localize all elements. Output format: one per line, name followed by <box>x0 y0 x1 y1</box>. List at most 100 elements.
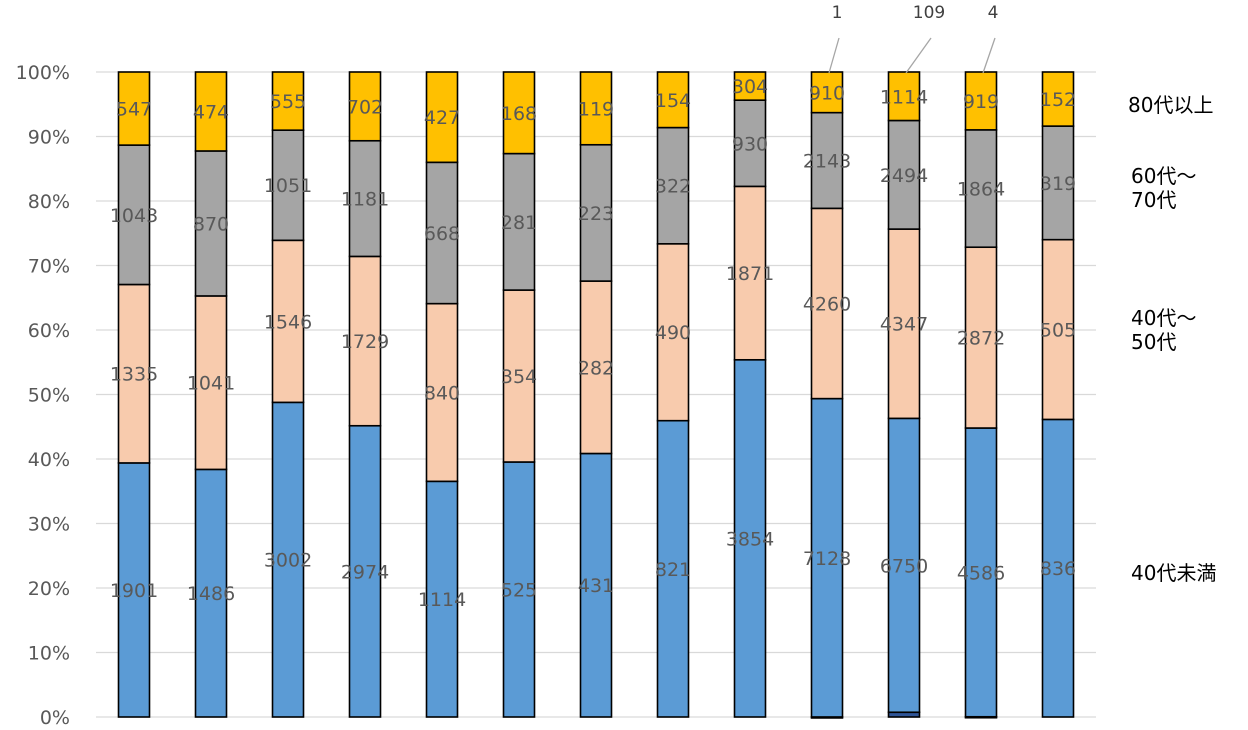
bar-segment <box>964 427 998 718</box>
bar-segment <box>271 71 305 131</box>
y-tick-label: 40% <box>28 449 70 471</box>
data-label: 1041 <box>187 373 235 395</box>
bar-segment <box>579 143 613 282</box>
data-label: 223 <box>578 203 614 225</box>
callout-leader-line <box>982 37 996 74</box>
y-tick-label: 10% <box>28 643 70 665</box>
y-tick-label: 60% <box>28 320 70 342</box>
data-label: 555 <box>270 91 306 113</box>
y-tick-label: 100% <box>16 62 70 84</box>
data-label: 3002 <box>264 550 312 572</box>
data-label: 427 <box>424 107 460 129</box>
callout-leader-line <box>905 37 932 74</box>
bar-segment <box>656 71 690 129</box>
bar-segment <box>425 161 459 305</box>
data-label: 702 <box>347 96 383 118</box>
bar-segment <box>1041 418 1075 718</box>
y-tick-label: 20% <box>28 578 70 600</box>
bar-segment <box>810 111 844 210</box>
data-label: 119 <box>578 98 614 120</box>
bar-segment <box>733 358 767 718</box>
bar-segment <box>656 126 690 245</box>
y-tick-label: 80% <box>28 191 70 213</box>
data-label: 1051 <box>264 175 312 197</box>
bar-segment <box>810 71 844 114</box>
data-label: 281 <box>501 212 537 234</box>
data-label: 919 <box>963 91 999 113</box>
bar-segment <box>810 207 844 400</box>
data-label: 821 <box>655 559 691 581</box>
bar-segment <box>733 99 767 188</box>
data-label: 354 <box>501 366 537 388</box>
data-label: 1114 <box>418 589 466 611</box>
data-labels: 1901 1335 1043 547 1486 1041 870 474 3002 1546 105… <box>110 76 1076 611</box>
data-label: 168 <box>501 103 537 125</box>
data-label: 4260 <box>803 293 851 315</box>
bar-segment <box>579 452 613 718</box>
bar-segment <box>117 283 151 464</box>
data-label: 910 <box>809 82 845 104</box>
data-label: 431 <box>578 575 614 597</box>
data-label: 1114 <box>880 86 928 108</box>
y-axis-tick-labels: 0% 10% 20% 30% 40% 50% 60% 70% 80% 90% 100% <box>16 62 70 729</box>
legend-label-60s-70s: 60代～ 70代 <box>1131 164 1197 212</box>
data-label: 6750 <box>880 555 928 577</box>
data-label: 282 <box>578 357 614 379</box>
data-label: 319 <box>1040 173 1076 195</box>
bar-segment <box>964 129 998 249</box>
bar-segment <box>425 302 459 483</box>
data-label: 1043 <box>110 205 158 227</box>
callout-label: 4 <box>988 3 999 23</box>
bar-segment <box>425 71 459 164</box>
bar-segment <box>1041 71 1075 127</box>
y-tick-label: 30% <box>28 514 70 536</box>
data-label: 1729 <box>341 331 389 353</box>
bar-segment <box>194 71 228 152</box>
data-label: 1181 <box>341 189 389 211</box>
bar-segment <box>117 144 151 286</box>
data-label: 3854 <box>726 528 774 550</box>
legend-label-under-40: 40代未満 <box>1131 561 1217 585</box>
bar-segment <box>348 139 382 258</box>
y-tick-label: 90% <box>28 127 70 149</box>
data-label: 840 <box>424 382 460 404</box>
data-label: 836 <box>1040 558 1076 580</box>
callout-labels: 1 109 4 <box>828 3 999 74</box>
data-label: 870 <box>193 213 229 235</box>
data-label: 2143 <box>803 150 851 172</box>
legend-label-40s-50s: 40代～ 50代 <box>1131 306 1197 354</box>
bar-segment <box>1041 125 1075 241</box>
data-label: 1901 <box>110 580 158 602</box>
bar-segment <box>656 419 690 718</box>
data-label: 304 <box>732 76 768 98</box>
y-tick-label: 70% <box>28 256 70 278</box>
data-label: 322 <box>655 176 691 198</box>
data-label: 4347 <box>880 314 928 336</box>
data-label: 7128 <box>803 548 851 570</box>
legend-label-80s-plus: 80代以上 <box>1128 93 1214 117</box>
bar-series <box>117 71 1075 719</box>
bar-segment <box>887 417 921 714</box>
bar-segment <box>271 129 305 242</box>
data-label: 4586 <box>957 562 1005 584</box>
callout-label: 109 <box>913 3 945 23</box>
bar-segment <box>579 71 613 146</box>
data-label: 505 <box>1040 320 1076 342</box>
data-label: 525 <box>501 580 537 602</box>
data-label: 1871 <box>726 263 774 285</box>
data-label: 2872 <box>957 328 1005 350</box>
bar-segment <box>502 289 536 463</box>
data-label: 474 <box>193 101 229 123</box>
bar-segment <box>733 185 767 361</box>
data-label: 2974 <box>341 561 389 583</box>
data-label: 1546 <box>264 311 312 333</box>
bar-segment <box>810 397 844 718</box>
bar-segment <box>887 71 921 122</box>
bar-segment <box>964 71 998 131</box>
callout-label: 1 <box>832 3 843 23</box>
bar-segment <box>887 119 921 230</box>
bar-segment <box>348 424 382 718</box>
y-tick-label: 50% <box>28 385 70 407</box>
bar-segment <box>733 71 767 101</box>
